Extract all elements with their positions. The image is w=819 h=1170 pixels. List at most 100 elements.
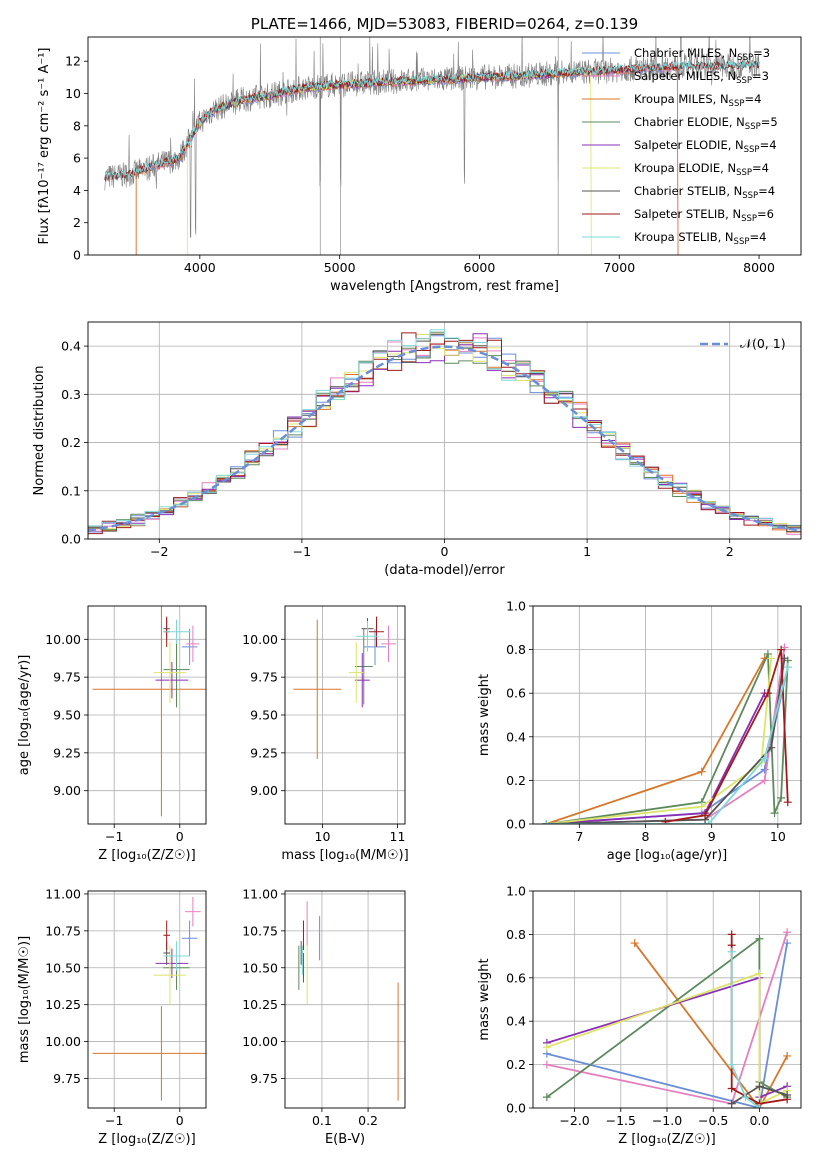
- series-line-salpeter_miles: [546, 647, 786, 824]
- y-tick-label: 10.25: [45, 997, 81, 1012]
- x-axis-label: Z [log₁₀(Z/Z☉)]: [618, 1132, 715, 1147]
- y-tick-label: 10.25: [242, 997, 278, 1012]
- series-marker: [777, 793, 786, 802]
- series-marker: [727, 1084, 736, 1093]
- x-axis-label: Z [log₁₀(Z/Z☉)]: [98, 1132, 195, 1147]
- x-tick-label: 4000: [184, 260, 216, 275]
- chart-title: PLATE=1466, MJD=53083, FIBERID=0264, z=0…: [251, 15, 638, 33]
- model-line-kroupa_miles: [135, 63, 679, 255]
- y-tick-label: 9.25: [250, 745, 278, 760]
- x-axis-label: mass [log₁₀(M/M☉)]: [281, 848, 408, 863]
- mass-vs-z-panel: −1 0 9.75 10.00 10.25 10.50 10.75 11.00 Z [log₁₀…: [17, 886, 207, 1147]
- model-line-kroupa_stelib: [104, 59, 760, 180]
- y-tick-label: 9.75: [250, 1071, 278, 1086]
- series-marker: [767, 743, 776, 752]
- x-tick-label: −0.5: [698, 1113, 728, 1128]
- series-marker: [783, 798, 792, 807]
- series-marker: [727, 1060, 736, 1069]
- age-vs-z-panel: −1 0 9.00 9.25 9.50 9.75 10.00 Z [log₁₀(Z/Z☉)] a…: [17, 605, 207, 863]
- legend-entry: Salpeter STELIB, NSSP=6: [634, 207, 774, 224]
- y-tick-label: 10.50: [242, 960, 278, 975]
- x-tick-label: 0: [176, 1113, 184, 1128]
- series-line-chabrier_stelib: [546, 658, 786, 824]
- x-tick-label: −1: [105, 1113, 123, 1128]
- series-marker: [755, 969, 764, 978]
- y-tick-label: 6: [73, 151, 81, 166]
- legend-entry: Kroupa MILES, NSSP=4: [634, 92, 761, 109]
- y-axis-label: Normed distribution: [32, 366, 47, 496]
- series-marker: [783, 1051, 792, 1060]
- series-marker: [767, 654, 776, 663]
- x-tick-label: −1: [293, 544, 311, 559]
- y-tick-label: 10.75: [242, 923, 278, 938]
- series-marker: [542, 820, 551, 824]
- legend-entry: Chabrier STELIB, NSSP=4: [634, 184, 775, 201]
- series-marker: [741, 1093, 750, 1102]
- y-tick-label: 10.00: [242, 632, 278, 647]
- y-tick-label: 2: [73, 215, 81, 230]
- series-marker: [542, 1043, 551, 1052]
- y-tick-label: 0.2: [61, 435, 81, 450]
- y-axis-label: mass weight: [477, 674, 492, 756]
- series-line-kroupa_stelib: [730, 951, 760, 1108]
- x-tick-label: 0.1: [312, 1113, 332, 1128]
- series-marker: [783, 928, 792, 937]
- series-marker: [704, 820, 713, 824]
- x-tick-label: 0: [441, 544, 449, 559]
- y-tick-label: 0.6: [506, 686, 526, 701]
- series-line-kroupa_stelib: [546, 666, 789, 824]
- series-marker: [760, 765, 769, 774]
- age-vs-z-plot-area: [92, 606, 206, 817]
- y-tick-label: 10.00: [45, 632, 81, 647]
- mass-vs-z-plot-area: [92, 896, 206, 1101]
- y-tick-label: 11.00: [242, 886, 278, 901]
- series-line-kroupa_miles: [633, 942, 788, 1108]
- y-tick-label: 9.00: [250, 783, 278, 798]
- series-marker: [727, 1099, 736, 1108]
- x-axis-label: age [log₁₀(age/yr)]: [607, 848, 728, 863]
- legend-entry: Kroupa ELODIE, NSSP=4: [634, 161, 769, 178]
- x-axis-label: wavelength [Angstrom, rest frame]: [330, 279, 559, 294]
- legend-entry: Chabrier ELODIE, NSSP=5: [634, 115, 778, 132]
- x-tick-label: 8000: [743, 260, 775, 275]
- legend-entry: Salpeter MILES, NSSP=3: [634, 69, 769, 86]
- x-axis-label: Z [log₁₀(Z/Z☉)]: [98, 848, 195, 863]
- series-line-chabrier_miles: [546, 942, 788, 1108]
- x-tick-label: −2.0: [559, 1113, 589, 1128]
- y-tick-label: 0.4: [506, 1014, 526, 1029]
- x-tick-label: −1.5: [606, 1113, 636, 1128]
- y-tick-label: 10.00: [242, 1034, 278, 1049]
- y-tick-label: 0.8: [506, 642, 526, 657]
- legend-entry: Chabrier MILES, NSSP=3: [634, 46, 770, 63]
- y-tick-label: 9.75: [53, 670, 81, 685]
- y-tick-label: 9.00: [53, 783, 81, 798]
- series-marker: [630, 939, 639, 948]
- y-tick-label: 10: [65, 86, 81, 101]
- axes-frame: [532, 605, 802, 825]
- y-tick-label: 11.00: [45, 886, 81, 901]
- legend-entry: 𝒩(0, 1): [740, 336, 786, 351]
- model-line-kroupa_elodie: [186, 67, 592, 255]
- x-tick-label: 11: [390, 829, 406, 844]
- y-tick-label: 0.3: [61, 387, 81, 402]
- series-marker: [783, 663, 792, 672]
- spectrum-plot-area: [104, 37, 760, 255]
- y-tick-label: 8: [73, 118, 81, 133]
- x-tick-label: 5000: [324, 260, 356, 275]
- axes-frame: [87, 605, 207, 825]
- weight-vs-age-plot-area: [542, 643, 792, 824]
- x-tick-label: −2: [150, 544, 168, 559]
- y-tick-label: 0.1: [61, 483, 81, 498]
- series-line-chabrier_elodie: [546, 653, 789, 824]
- x-tick-label: 8: [642, 829, 650, 844]
- y-axis-label: age [log₁₀(age/yr)]: [17, 655, 32, 776]
- x-tick-label: 9: [708, 829, 716, 844]
- x-tick-label: 0: [176, 829, 184, 844]
- x-tick-label: 7000: [603, 260, 635, 275]
- axes-frame: [87, 36, 802, 256]
- residuals-plot-area: [88, 329, 801, 538]
- y-tick-label: 0.0: [506, 817, 526, 832]
- x-tick-label: −1.0: [652, 1113, 682, 1128]
- axes-frame: [532, 890, 802, 1109]
